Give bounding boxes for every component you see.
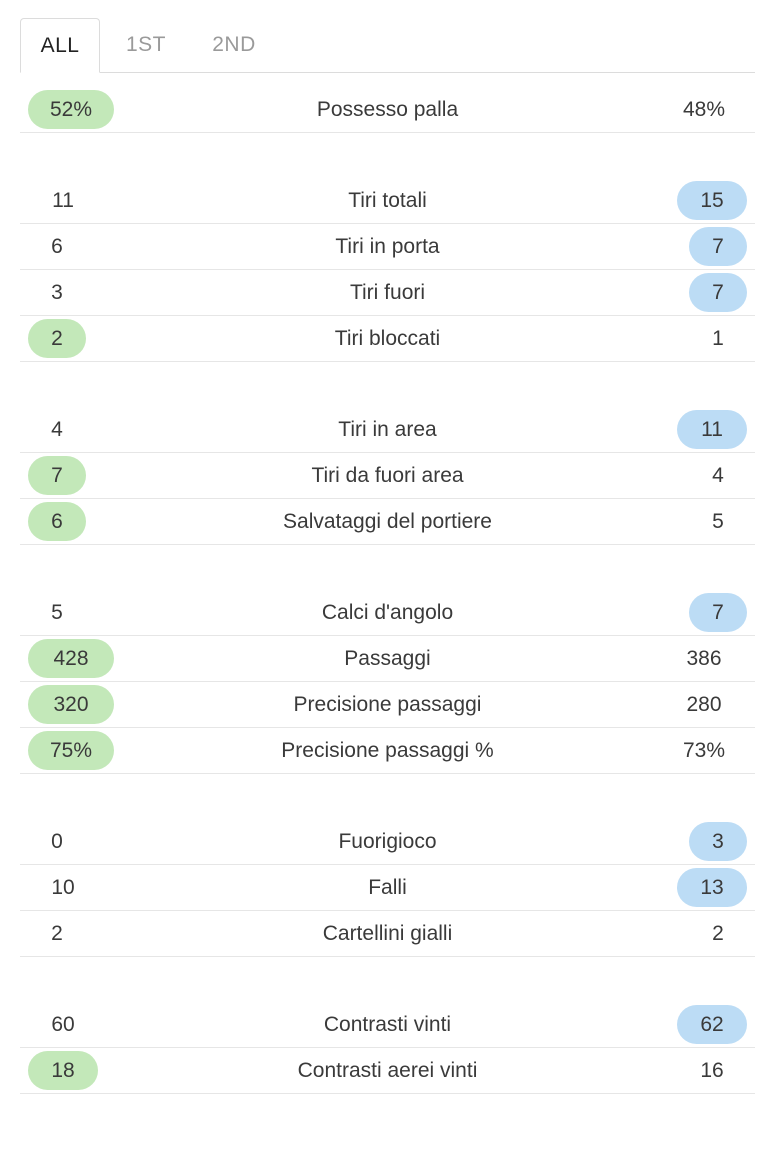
away-value: 4 <box>712 464 724 487</box>
stat-label: Tiri in area <box>338 418 437 441</box>
away-value: 48% <box>682 98 726 121</box>
stat-label: Salvataggi del portiere <box>283 510 492 533</box>
stat-label: Tiri da fuori area <box>311 464 464 487</box>
stat-row: Possesso palla 52% 48% <box>20 87 755 133</box>
stat-row: Tiri in porta 6 7 <box>20 224 755 270</box>
match-stats-list: Possesso palla 52% 48% Tiri totali 11 15 Tiri … <box>20 87 755 1139</box>
home-value: 18 <box>28 1051 98 1090</box>
stat-row: Salvataggi del portiere 6 5 <box>20 499 755 545</box>
stat-row: Tiri totali 11 15 <box>20 178 755 224</box>
away-value: 16 <box>700 1059 724 1082</box>
away-value: 7 <box>689 593 747 632</box>
stat-label: Precisione passaggi <box>293 693 482 716</box>
stat-row: Calci d'angolo 5 7 <box>20 590 755 636</box>
away-value: 73% <box>682 739 726 762</box>
home-value: 0 <box>51 830 63 853</box>
away-value: 2 <box>712 922 724 945</box>
home-value: 75% <box>28 731 114 770</box>
stat-row: Precisione passaggi % 75% 73% <box>20 728 755 774</box>
stat-label: Passaggi <box>344 647 431 670</box>
away-value: 15 <box>677 181 747 220</box>
tab-1st[interactable]: 1ST <box>125 33 166 56</box>
tab-all[interactable]: ALL <box>20 18 100 73</box>
stat-label: Tiri in porta <box>335 235 440 258</box>
stat-row: Fuorigioco 0 3 <box>20 819 755 865</box>
away-value: 386 <box>686 647 722 670</box>
stat-row: Passaggi 428 386 <box>20 636 755 682</box>
home-value: 320 <box>28 685 114 724</box>
stat-group: Tiri totali 11 15 Tiri in porta 6 7 Tiri fuori… <box>20 178 755 362</box>
away-value: 62 <box>677 1005 747 1044</box>
away-value: 11 <box>677 410 747 449</box>
home-value: 6 <box>51 235 63 258</box>
home-value: 11 <box>52 189 74 212</box>
stat-row: Tiri da fuori area 7 4 <box>20 453 755 499</box>
stat-row: Contrasti aerei vinti 18 16 <box>20 1048 755 1094</box>
stat-label: Cartellini gialli <box>322 922 453 945</box>
stat-group: Calci d'angolo 5 7 Passaggi 428 386 Precisione… <box>20 590 755 774</box>
away-value: 1 <box>712 327 724 350</box>
home-value: 2 <box>28 319 86 358</box>
home-value: 52% <box>28 90 114 129</box>
stat-label: Possesso palla <box>316 98 459 121</box>
away-value: 280 <box>686 693 722 716</box>
stat-group: Contrasti vinti 60 62 Contrasti aerei vinti… <box>20 1002 755 1094</box>
stat-group: Tiri in area 4 11 Tiri da fuori area 7 4 Salva… <box>20 407 755 545</box>
stat-label: Contrasti aerei vinti <box>297 1059 478 1082</box>
stat-label: Tiri totali <box>348 189 427 212</box>
away-value: 3 <box>689 822 747 861</box>
home-value: 60 <box>51 1013 75 1036</box>
period-tabs: ALL 1ST 2ND <box>20 18 755 73</box>
tab-2nd[interactable]: 2ND <box>212 33 256 56</box>
away-value: 7 <box>689 227 747 266</box>
home-value: 5 <box>51 601 63 624</box>
away-value: 13 <box>677 868 747 907</box>
stat-label: Contrasti vinti <box>323 1013 452 1036</box>
stat-row: Cartellini gialli 2 2 <box>20 911 755 957</box>
stat-row: Tiri bloccati 2 1 <box>20 316 755 362</box>
home-value: 10 <box>51 876 75 899</box>
stat-row: Contrasti vinti 60 62 <box>20 1002 755 1048</box>
stat-label: Falli <box>368 876 407 899</box>
stat-label: Tiri fuori <box>349 281 426 304</box>
stat-label: Fuorigioco <box>338 830 437 853</box>
stat-row: Tiri fuori 3 7 <box>20 270 755 316</box>
stat-group: Possesso palla 52% 48% <box>20 87 755 133</box>
away-value: 5 <box>712 510 724 533</box>
stat-row: Tiri in area 4 11 <box>20 407 755 453</box>
stat-row: Precisione passaggi 320 280 <box>20 682 755 728</box>
away-value: 7 <box>689 273 747 312</box>
stat-label: Calci d'angolo <box>321 601 454 624</box>
stat-label: Tiri bloccati <box>334 327 441 350</box>
home-value: 6 <box>28 502 86 541</box>
stat-label: Precisione passaggi % <box>281 739 494 762</box>
home-value: 3 <box>51 281 63 304</box>
home-value: 7 <box>28 456 86 495</box>
stat-row: Falli 10 13 <box>20 865 755 911</box>
home-value: 428 <box>28 639 114 678</box>
stat-group: Fuorigioco 0 3 Falli 10 13 Cartellini gialli 2 2 <box>20 819 755 957</box>
home-value: 4 <box>51 418 63 441</box>
home-value: 2 <box>51 922 63 945</box>
